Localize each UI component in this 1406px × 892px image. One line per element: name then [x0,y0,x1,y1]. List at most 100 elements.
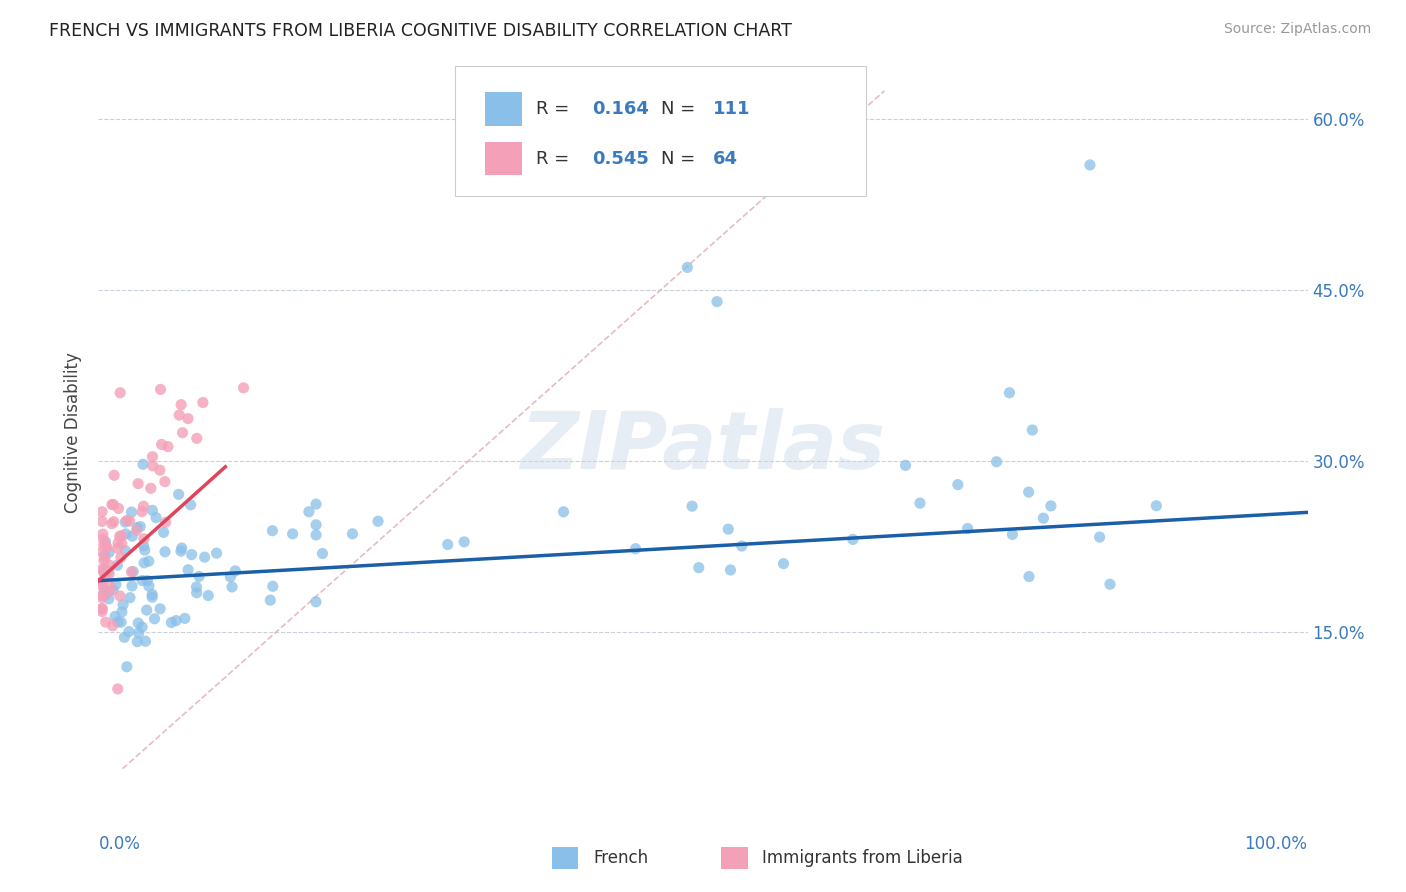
Point [259,593,281,607]
Point [112,631,135,645]
Point [956,521,979,535]
Point [177,563,200,577]
Point [101,618,124,632]
Y-axis label: Cognitive Disability: Cognitive Disability [65,352,83,513]
Point [194,550,217,565]
Point [93,538,115,552]
Point [94,551,117,566]
Point [305,517,328,532]
Point [103,515,125,529]
FancyBboxPatch shape [551,847,578,870]
Point [145,510,167,524]
Point [842,533,865,547]
Point [91,591,114,605]
Point [121,529,143,543]
Point [104,609,127,624]
Point [311,547,333,561]
Point [170,544,193,558]
Point [305,528,328,542]
Point [100,558,122,573]
FancyBboxPatch shape [721,847,748,870]
Point [221,580,243,594]
Point [224,564,246,578]
Point [101,498,124,512]
Point [134,556,156,570]
Text: R =: R = [536,100,575,118]
Point [104,577,127,591]
Point [91,562,114,576]
Point [114,515,136,529]
Point [132,457,155,471]
Point [706,294,728,309]
Point [107,541,129,556]
Point [96,541,118,555]
Point [91,574,114,589]
Point [127,634,149,648]
Point [149,463,172,477]
Point [91,575,114,590]
Point [553,505,575,519]
Point [191,395,214,409]
Point [132,500,155,514]
Point [93,582,115,597]
Point [93,588,115,602]
Point [173,611,195,625]
Point [131,574,153,588]
Point [281,526,304,541]
Text: N =: N = [661,100,700,118]
Point [111,536,134,550]
Point [121,579,143,593]
Point [115,659,138,673]
Point [453,534,475,549]
Point [91,601,114,615]
Point [125,524,148,538]
Point [1001,527,1024,541]
Point [305,595,328,609]
Point [1018,569,1040,583]
Point [624,541,647,556]
FancyBboxPatch shape [485,93,522,126]
Point [138,579,160,593]
Point [177,411,200,425]
Point [149,602,172,616]
Point [93,565,115,579]
Point [160,615,183,630]
Point [232,381,254,395]
Point [688,560,710,574]
Point [134,543,156,558]
Text: N =: N = [661,150,700,168]
Point [136,574,159,588]
Point [120,565,142,579]
Point [107,615,129,629]
Point [91,601,114,615]
Point [108,589,131,603]
Point [1078,158,1101,172]
Point [131,620,153,634]
Point [127,616,149,631]
Text: Immigrants from Liberia: Immigrants from Liberia [762,849,963,867]
Point [122,565,145,579]
Point [94,615,117,629]
Point [186,431,208,445]
Point [111,605,134,619]
Point [894,458,917,473]
Point [676,260,699,275]
Point [94,539,117,553]
Point [134,634,156,648]
Point [103,498,125,512]
Point [93,586,115,600]
Point [91,604,114,618]
Point [298,505,321,519]
Point [110,529,132,543]
Point [186,580,208,594]
Point [125,521,148,535]
Point [998,385,1021,400]
Point [150,437,173,451]
Text: R =: R = [536,150,575,168]
Point [436,537,458,551]
Point [103,468,125,483]
Text: 111: 111 [713,100,751,118]
FancyBboxPatch shape [485,142,522,176]
Point [141,590,163,604]
Point [107,681,129,696]
